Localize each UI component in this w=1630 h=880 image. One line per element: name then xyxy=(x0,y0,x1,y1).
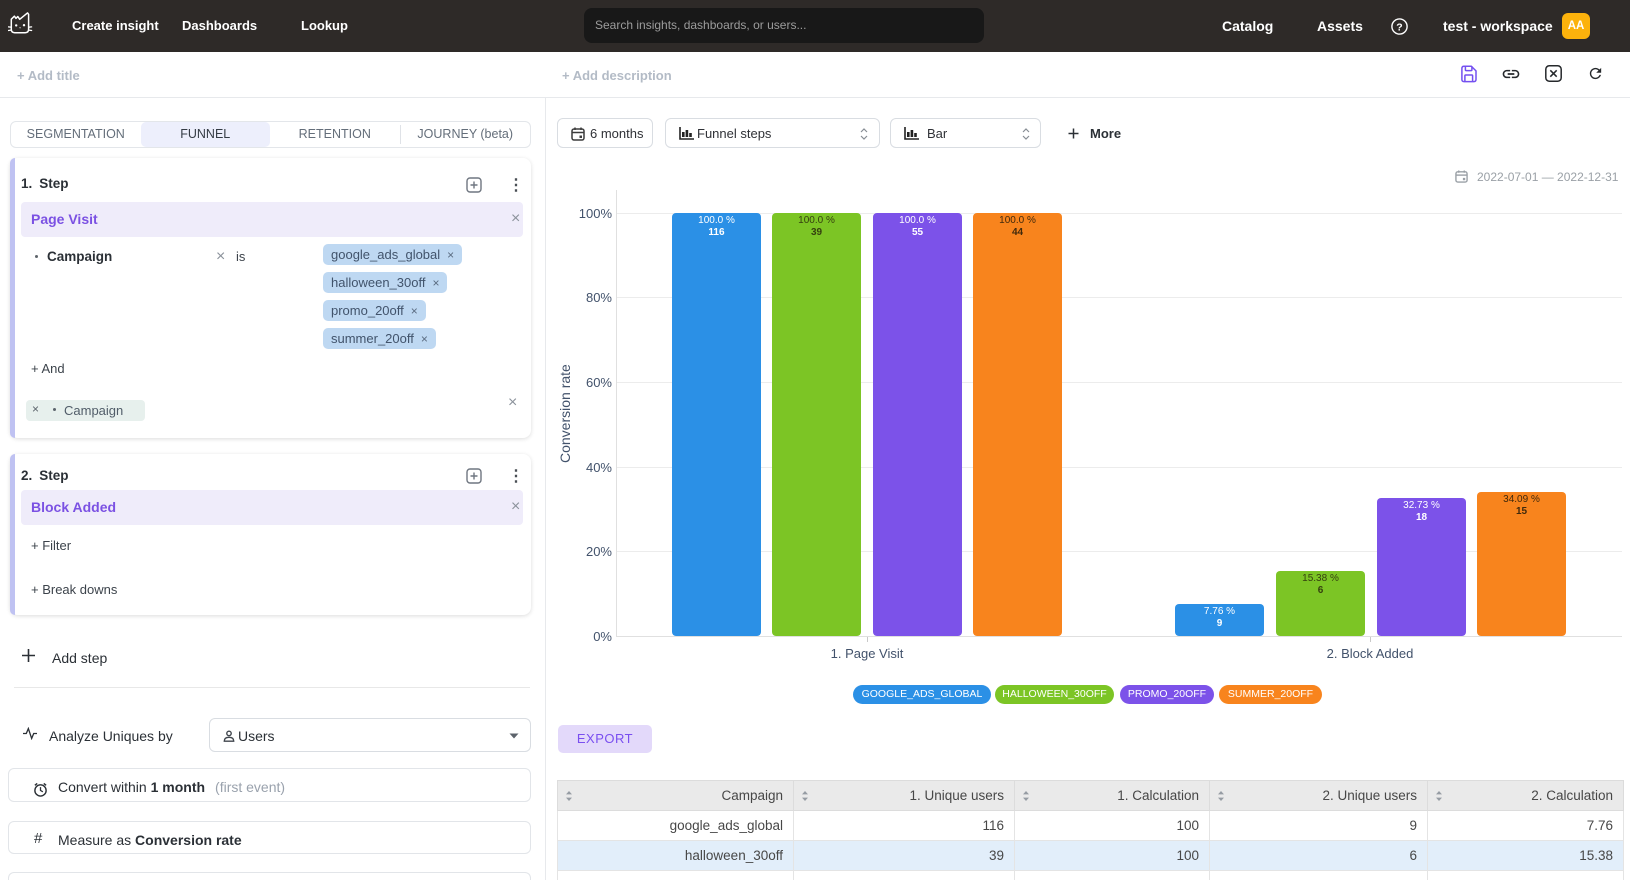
svg-text:?: ? xyxy=(1396,21,1402,33)
